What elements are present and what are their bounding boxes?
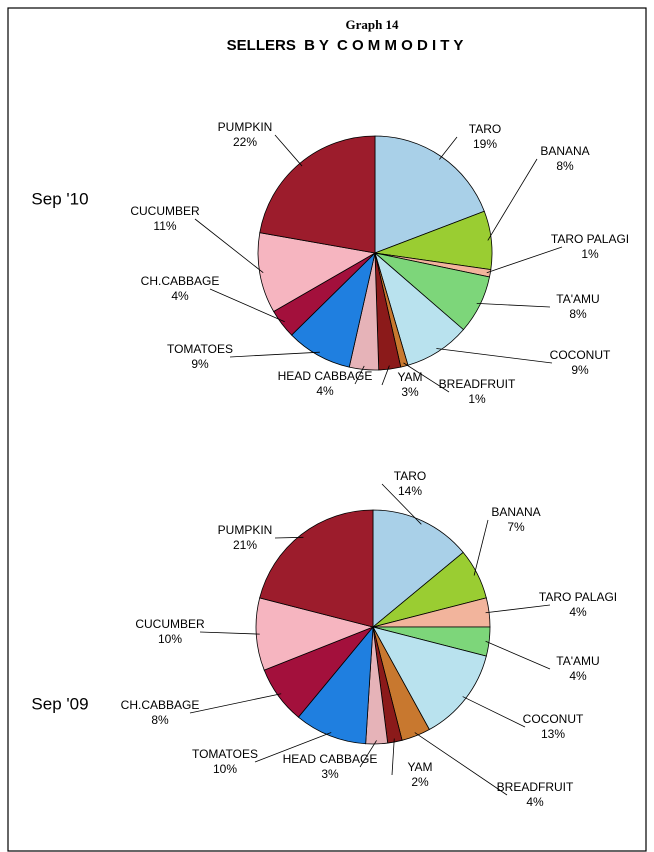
slice-percent: 8% — [556, 159, 574, 173]
slice-percent: 8% — [569, 307, 587, 321]
slice-label: YAM — [407, 760, 432, 774]
leader-line — [391, 738, 395, 776]
slice-label: CUCUMBER — [135, 617, 205, 631]
slice-label: HEAD CABBAGE — [283, 752, 378, 766]
slice-percent: 14% — [398, 484, 422, 498]
slice-percent: 4% — [171, 289, 189, 303]
slice-percent: 2% — [411, 775, 429, 789]
leader-line — [436, 348, 553, 364]
pie-slice — [257, 232, 377, 313]
pie-slice — [297, 625, 374, 745]
slice-percent: 10% — [213, 762, 237, 776]
leader-line — [354, 365, 365, 385]
slice-label: CUCUMBER — [130, 204, 200, 218]
leader-line — [485, 604, 551, 614]
pie-slice — [259, 509, 374, 628]
leader-line — [194, 218, 264, 274]
slice-percent: 3% — [321, 767, 339, 781]
slice-percent: 19% — [473, 137, 497, 151]
slice-percent: 1% — [468, 392, 486, 406]
pie-title: Sep '09 — [31, 694, 88, 713]
slice-percent: 4% — [569, 669, 587, 683]
leader-line — [403, 362, 450, 393]
pie-title: Sep '10 — [31, 189, 88, 208]
slice-label: CH.CABBAGE — [141, 274, 220, 288]
graph-number: Graph 14 — [345, 17, 399, 32]
slice-label: TARO PALAGI — [539, 590, 617, 604]
leader-line — [487, 158, 538, 241]
leader-line — [439, 136, 458, 160]
leader-line — [189, 693, 282, 714]
slice-percent: 22% — [233, 135, 257, 149]
slice-percent: 11% — [153, 219, 176, 233]
leader-line — [485, 640, 551, 670]
slice-label: TOMATOES — [192, 747, 258, 761]
leader-line — [381, 483, 422, 525]
leader-line — [414, 732, 508, 796]
slice-label: COCONUT — [550, 348, 611, 362]
leader-line — [229, 351, 320, 358]
slice-label: BANANA — [540, 144, 589, 158]
slice-label: BREADFRUIT — [497, 780, 574, 794]
slice-percent: 21% — [233, 538, 257, 552]
slice-label: BREADFRUIT — [439, 377, 516, 391]
slice-label: TARO — [394, 469, 426, 483]
leader-line — [199, 631, 260, 635]
leader-line — [381, 365, 390, 386]
pie-slice — [372, 509, 464, 628]
slice-percent: 10% — [158, 632, 182, 646]
slice-percent: 13% — [541, 727, 565, 741]
slice-label: TA'AMU — [556, 292, 599, 306]
leader-line — [473, 519, 489, 576]
slice-percent: 1% — [581, 247, 599, 261]
slice-label: BANANA — [491, 505, 540, 519]
slice-percent: 3% — [401, 385, 419, 399]
slice-label: TOMATOES — [167, 342, 233, 356]
slice-percent: 7% — [507, 520, 525, 534]
leader-line — [462, 696, 526, 728]
slice-label: TARO — [469, 122, 501, 136]
slice-percent: 4% — [316, 384, 334, 398]
leader-line — [274, 134, 303, 167]
slice-label: PUMPKIN — [218, 120, 273, 134]
slice-label: PUMPKIN — [218, 523, 273, 537]
slice-percent: 4% — [569, 605, 587, 619]
leader-line — [359, 740, 377, 768]
slice-percent: 8% — [151, 713, 169, 727]
slice-percent: 4% — [526, 795, 544, 809]
leader-line — [476, 302, 551, 308]
slice-percent: 9% — [571, 363, 589, 377]
slice-label: CH.CABBAGE — [121, 698, 200, 712]
slice-label: YAM — [397, 370, 422, 384]
slice-label: COCONUT — [523, 712, 584, 726]
slice-label: TA'AMU — [556, 654, 599, 668]
pie-slice — [372, 626, 487, 731]
graph-title: SELLERS B Y C O M M O D I T Y — [227, 37, 464, 54]
leader-line — [209, 288, 285, 323]
leader-line — [274, 536, 304, 539]
leader-line — [254, 732, 332, 763]
slice-label: TARO PALAGI — [551, 232, 629, 246]
slice-label: HEAD CABBAGE — [278, 369, 373, 383]
leader-line — [486, 246, 563, 274]
slice-percent: 9% — [191, 357, 209, 371]
